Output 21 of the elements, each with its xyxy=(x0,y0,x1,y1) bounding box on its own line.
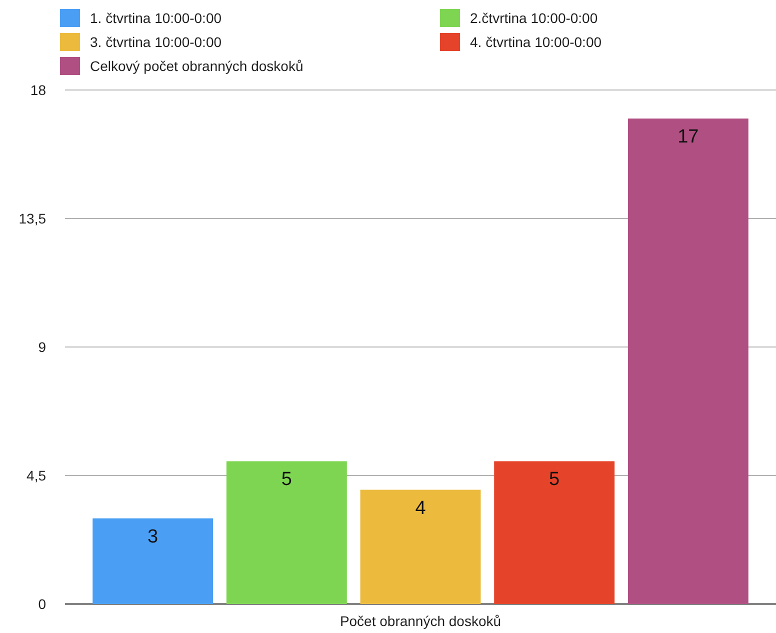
data-label: 17 xyxy=(678,126,699,148)
data-label: 3 xyxy=(148,526,158,548)
y-tick-label: 0 xyxy=(38,596,46,612)
legend-label: 1. čtvrtina 10:00-0:00 xyxy=(90,10,222,26)
legend-label: 4. čtvrtina 10:00-0:00 xyxy=(470,34,602,50)
data-label: 4 xyxy=(415,498,426,519)
bar xyxy=(226,461,347,604)
y-tick-label: 13,5 xyxy=(18,210,46,226)
bar xyxy=(360,490,481,604)
y-tick-label: 4,5 xyxy=(26,468,46,484)
x-tick-label: Počet obranných doskoků xyxy=(340,613,502,629)
data-label: 5 xyxy=(281,469,292,490)
legend-label: 3. čtvrtina 10:00-0:00 xyxy=(90,34,222,50)
bar xyxy=(92,518,214,604)
legend-label: Celkový počet obranných doskoků xyxy=(90,58,304,74)
bar xyxy=(628,118,748,604)
y-tick-label: 18 xyxy=(30,82,46,98)
bar xyxy=(494,461,615,604)
legend-label: 2.čtvrtina 10:00-0:00 xyxy=(470,10,598,26)
y-tick-label: 9 xyxy=(38,339,46,355)
data-label: 5 xyxy=(549,469,560,490)
